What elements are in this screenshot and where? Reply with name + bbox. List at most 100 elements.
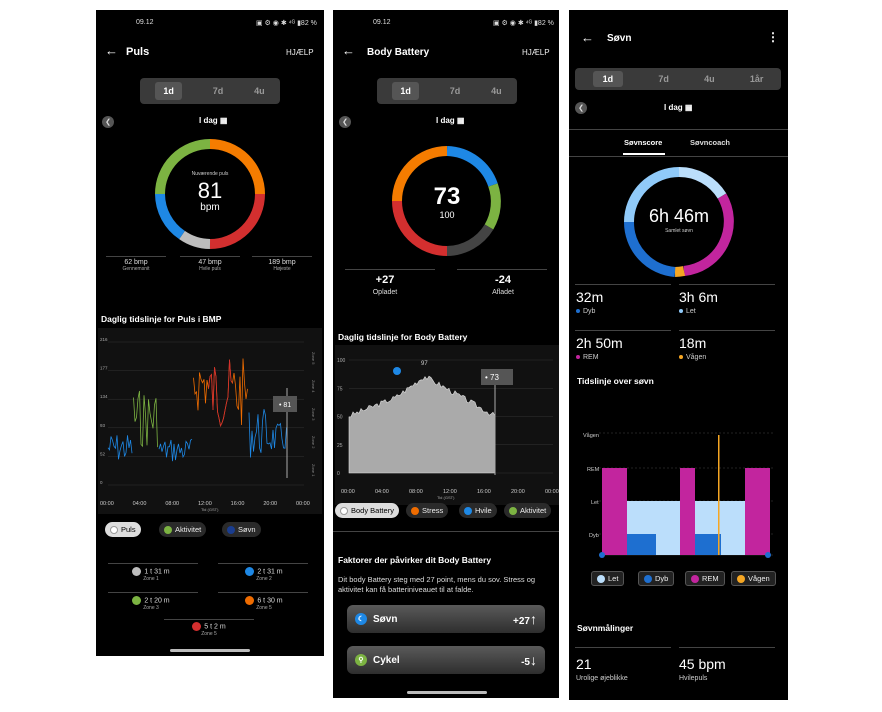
current-marker-value: • 81 <box>279 402 291 409</box>
divider <box>457 269 547 270</box>
zone-3-stat: 2 t 20 m Zone 3 <box>116 596 186 611</box>
current-marker-value: • 73 <box>485 373 499 382</box>
divider <box>218 592 308 593</box>
sleep-stage-block-light <box>656 501 680 555</box>
tab-1d[interactable]: 1d <box>392 82 419 100</box>
ring-segment-blue <box>155 193 185 240</box>
legend-deep[interactable]: Dyb <box>638 571 675 586</box>
measurements-title: Søvnmålinger <box>577 623 634 633</box>
factor-cycling-button[interactable]: ⚲ Cykel -5↓ <box>347 646 545 674</box>
restless-moments-label: Urolige øjeblikke <box>576 675 628 682</box>
y-tick-label: 93 <box>100 423 106 428</box>
tab-sleep-score[interactable]: Søvnscore <box>624 138 663 147</box>
awake-value: 18m <box>679 335 707 351</box>
zone-label: Zone 4 <box>311 380 316 393</box>
range-tabs: 1d 7d 4u 1år <box>575 68 781 90</box>
tab-4u[interactable]: 4u <box>704 74 715 84</box>
factor-sleep-button[interactable]: ☾ Søvn +27↑ <box>347 605 545 633</box>
legend-puls[interactable]: Puls <box>105 522 141 537</box>
body-battery-chart: 100 75 50 25 0 00:00 04:00 08:00 12:00 16:00 20:00… <box>335 345 559 505</box>
x-tick-label: 12:00 <box>443 489 457 495</box>
date-label[interactable]: I dag ▦ <box>664 103 693 112</box>
peak-label: 97 <box>421 361 428 367</box>
y-tick-label: 100 <box>337 358 346 364</box>
heart-rate-ring <box>155 139 265 249</box>
level-label-light: Let <box>591 500 599 506</box>
tab-1d[interactable]: 1d <box>155 82 182 100</box>
x-tick-label: 16:00 <box>231 501 245 507</box>
level-label-awake: Vågen <box>583 432 599 439</box>
heart-rate-chart: 216 177 134 93 52 0 Zone 5 Zone 4 Zone 3 Zone 2 Zo… <box>98 328 322 514</box>
divider <box>106 256 166 257</box>
divider <box>218 563 308 564</box>
status-battery: ▣ ⚙ ◉ ✱ ⁴ᴳ ▮82 % <box>256 20 317 27</box>
tab-sleep-coach[interactable]: Søvncoach <box>690 138 731 147</box>
axis-label: Tid (GST) <box>201 507 219 512</box>
help-button[interactable]: HJÆLP <box>286 48 314 57</box>
body-battery-max: 100 <box>439 210 455 220</box>
tab-7d[interactable]: 7d <box>658 74 669 84</box>
x-tick-label: 12:00 <box>198 501 212 507</box>
previous-day-button[interactable]: ❮ <box>102 116 114 128</box>
puls-screen: 09.12 ▣ ⚙ ◉ ✱ ⁴ᴳ ▮82 % ← Puls HJÆLP 1d 7… <box>96 10 324 656</box>
legend-rem[interactable]: REM <box>685 571 725 586</box>
tab-1d[interactable]: 1d <box>592 71 624 87</box>
ring-segment-remaining <box>446 224 494 256</box>
legend-rest[interactable]: Hvile <box>459 503 497 518</box>
legend-sleep[interactable]: Søvn <box>222 522 261 537</box>
divider <box>108 563 198 564</box>
body-battery-screen: 09.12 ▣ ⚙ ◉ ✱ ⁴ᴳ ▮82 % ← Body Battery HJ… <box>333 10 559 698</box>
x-tick-label: 20:00 <box>511 489 525 495</box>
ring-segment-blue <box>446 146 498 187</box>
rem-sleep-label: REM <box>576 354 599 361</box>
zone-label: Zone 3 <box>311 408 316 421</box>
back-arrow-icon[interactable]: ← <box>105 43 118 58</box>
resting-hr-value: 45 bpm <box>679 656 726 672</box>
legend-stress[interactable]: Stress <box>406 503 449 518</box>
help-button[interactable]: HJÆLP <box>522 48 550 57</box>
tab-7d[interactable]: 7d <box>212 86 224 96</box>
axis-label: Tid (GST) <box>437 495 455 500</box>
home-indicator[interactable] <box>407 691 487 694</box>
drained-value: -24 <box>495 274 511 286</box>
more-options-icon[interactable]: ⋮ <box>767 30 779 44</box>
divider <box>679 647 775 648</box>
sleep-screen: ← Søvn ⋮ 1d 7d 4u 1år ❮ I dag ▦ Søvnscor… <box>569 10 788 700</box>
y-tick-label: 177 <box>100 366 108 371</box>
legend-light[interactable]: Let <box>591 571 625 586</box>
back-arrow-icon[interactable]: ← <box>581 30 594 45</box>
ring-segment-red <box>392 200 448 256</box>
sleep-stage-block-light <box>721 501 745 555</box>
legend-activity[interactable]: Aktivitet <box>159 522 207 537</box>
legend-body-battery[interactable]: Body Battery <box>335 503 399 518</box>
home-indicator[interactable] <box>170 649 250 652</box>
zone-label: Zone 5 <box>311 352 316 365</box>
previous-day-button[interactable]: ❮ <box>575 102 587 114</box>
previous-day-button[interactable]: ❮ <box>339 116 351 128</box>
tab-7d[interactable]: 7d <box>449 86 461 96</box>
drained-label: Afladet <box>492 289 514 296</box>
back-arrow-icon[interactable]: ← <box>342 43 355 58</box>
chart-title: Daglig tidslinje for Puls i BMP <box>101 314 222 324</box>
date-label[interactable]: I dag ▦ <box>436 116 465 125</box>
x-tick-label: 08:00 <box>409 489 423 495</box>
timeline-title: Tidslinje over søvn <box>577 376 654 386</box>
charged-label: Opladet <box>372 289 398 296</box>
x-tick-label: 20:00 <box>263 501 277 507</box>
timeline-start-dot <box>599 552 605 558</box>
current-marker-box <box>481 369 513 385</box>
tab-4u[interactable]: 4u <box>491 86 502 96</box>
deep-sleep-value: 32m <box>576 289 604 305</box>
x-tick-label: 16:00 <box>477 489 491 495</box>
status-time: 09.12 <box>373 19 391 26</box>
divider <box>679 284 775 285</box>
legend-awake[interactable]: Vågen <box>731 571 776 586</box>
legend-activity[interactable]: Aktivitet <box>504 503 552 518</box>
page-title: Body Battery <box>367 47 430 58</box>
bike-icon: ⚲ <box>355 654 367 666</box>
ring-segment-green <box>155 139 211 195</box>
y-tick-label: 25 <box>337 443 343 449</box>
date-label[interactable]: I dag ▦ <box>199 116 228 125</box>
tab-1year[interactable]: 1år <box>749 74 764 84</box>
tab-4u[interactable]: 4u <box>254 86 265 96</box>
